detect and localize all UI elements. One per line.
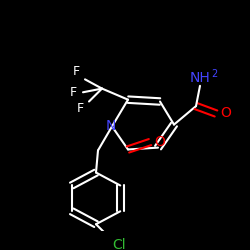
Text: NH: NH [190, 70, 210, 85]
Text: F: F [76, 102, 84, 116]
Text: F: F [70, 86, 76, 99]
Text: F: F [72, 66, 80, 78]
Text: N: N [106, 120, 116, 134]
Text: 2: 2 [211, 69, 217, 79]
Text: Cl: Cl [112, 238, 126, 250]
Text: O: O [220, 106, 232, 120]
Text: O: O [154, 135, 166, 149]
